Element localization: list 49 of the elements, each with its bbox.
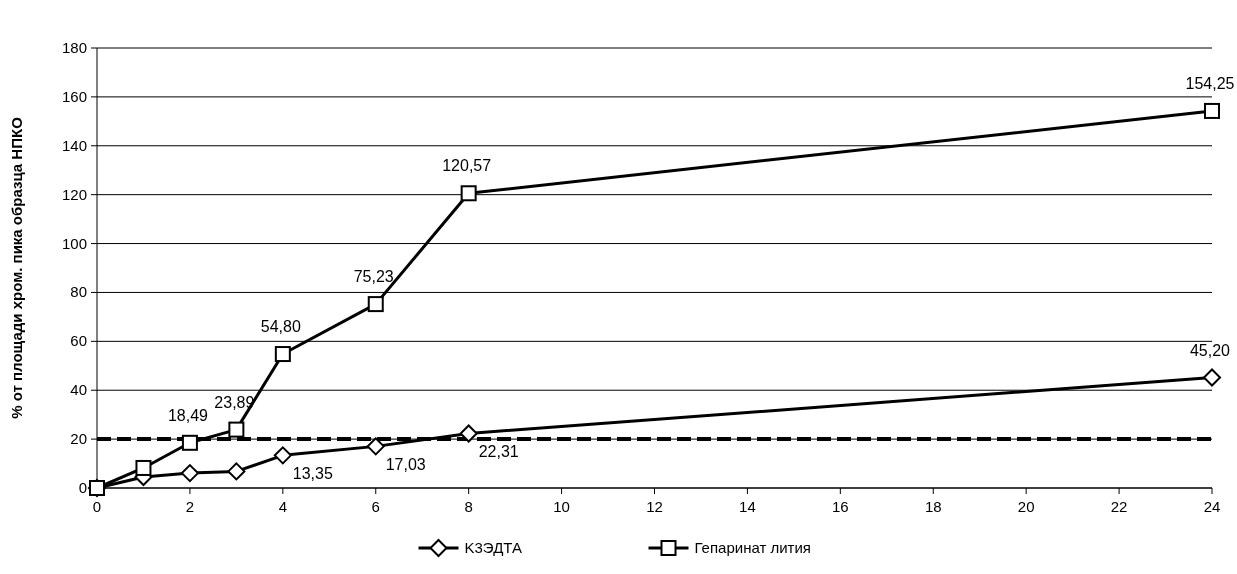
point (228, 421, 245, 438)
data-label: 17,03 (385, 456, 426, 474)
legend-label: Гепаринат лития (694, 539, 811, 556)
point (459, 424, 478, 443)
x-tick-label: 18 (924, 498, 942, 515)
point (135, 459, 152, 476)
x-tick-label: 2 (185, 498, 195, 515)
x-tick-label: 6 (371, 498, 380, 515)
data-label: 54,80 (260, 318, 301, 336)
y-tick-label: 60 (70, 332, 87, 350)
data-label: 18,49 (167, 406, 209, 424)
x-tick-label: 10 (553, 498, 570, 515)
point (274, 346, 291, 363)
point (1204, 102, 1220, 119)
x-tick-label: 4 (278, 498, 288, 515)
y-tick-label: 100 (61, 234, 87, 252)
y-tick-label: 120 (61, 185, 87, 203)
data-label: 154,25 (1185, 74, 1235, 92)
data-label: 22,31 (478, 443, 519, 461)
y-tick-label: 80 (70, 283, 87, 301)
y-tick-label: 160 (61, 87, 87, 105)
x-tick-label: 8 (464, 498, 473, 515)
data-label: 120,57 (442, 157, 492, 175)
y-tick-label: 20 (70, 430, 87, 448)
data-label: 13,35 (292, 465, 333, 483)
y-tick-label: 140 (61, 136, 87, 154)
y-tick-label: 0 (78, 479, 87, 496)
y-tick-label: 180 (61, 39, 87, 56)
x-tick-label: 14 (739, 498, 756, 515)
point (273, 446, 292, 465)
x-tick-label: 0 (92, 498, 102, 515)
x-tick-label: 12 (646, 498, 663, 515)
x-tick-label: 22 (1110, 498, 1128, 515)
point (367, 296, 384, 313)
legend-label: K3ЭДТА (464, 539, 522, 556)
data-label: 75,23 (353, 268, 394, 286)
point (180, 464, 199, 483)
point (1203, 368, 1221, 387)
point (89, 480, 105, 496)
x-tick-label: 24 (1203, 498, 1221, 515)
x-tick-label: 20 (1017, 498, 1035, 515)
y-axis-title: % от площади хром. пика образца НПКО (8, 116, 25, 419)
point (227, 462, 246, 481)
data-label: 45,20 (1189, 341, 1231, 359)
point (181, 434, 198, 451)
y-tick-label: 40 (70, 381, 87, 399)
point (460, 185, 477, 202)
point (366, 437, 385, 456)
x-tick-label: 16 (831, 498, 849, 515)
